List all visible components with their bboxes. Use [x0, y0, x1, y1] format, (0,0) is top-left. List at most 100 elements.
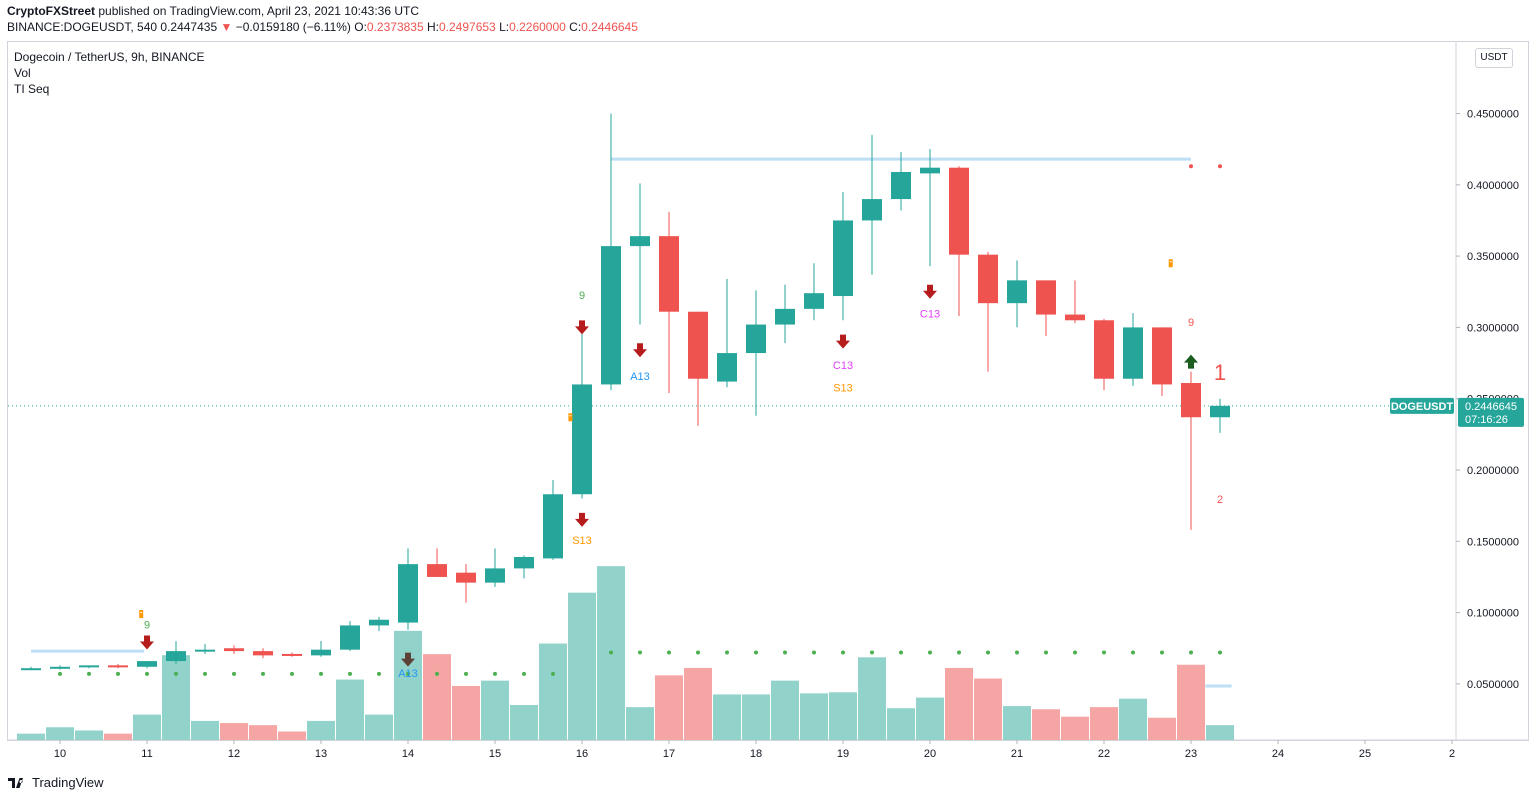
bullish-candle: [311, 649, 331, 656]
volume-bar: [771, 680, 799, 740]
volume-bar: [539, 643, 567, 740]
x-tick-label: 11: [141, 748, 152, 760]
y-tick-label: 0.2000000: [1467, 465, 1519, 477]
publish-date: published on TradingView.com, April 23, …: [95, 4, 419, 18]
high-value: 0.2497653: [439, 20, 496, 34]
x-tick-label: 10: [54, 748, 66, 760]
x-tick-label: 21: [1011, 748, 1023, 760]
volume-bar: [133, 714, 161, 740]
support-dot: [464, 671, 468, 676]
support-dot: [319, 671, 323, 676]
bullish-candle: [1210, 405, 1230, 418]
bullish-candle: [543, 494, 563, 559]
resist-dot: [1218, 164, 1222, 169]
support-dot: [1189, 650, 1193, 655]
support-dot: [812, 650, 816, 655]
legend-indicator[interactable]: TI Seq: [14, 82, 50, 96]
volume-bar: [1148, 717, 1176, 740]
support-dot: [638, 650, 642, 655]
volume-bar: [655, 675, 683, 740]
y-tick-label: 0.3000000: [1467, 322, 1519, 334]
support-dot: [290, 671, 294, 676]
volume-bar: [1119, 698, 1147, 740]
y-tick-label: 0.4000000: [1467, 180, 1519, 192]
support-dot: [348, 671, 352, 676]
support-dot: [435, 671, 439, 676]
bullish-candle: [775, 308, 795, 325]
bullish-candle: [485, 568, 505, 583]
td-sequential-label: A13: [630, 371, 650, 383]
legend-volume[interactable]: Vol: [14, 66, 31, 80]
td-sequential-label: A13: [398, 668, 418, 680]
x-tick-label: 12: [228, 748, 240, 760]
warning-icon: [568, 413, 573, 422]
bearish-candle: [949, 167, 969, 255]
support-dot: [232, 671, 236, 676]
volume-bar: [423, 654, 451, 740]
bearish-candle: [1181, 383, 1201, 418]
volume-bar: [1090, 707, 1118, 740]
support-dot: [986, 650, 990, 655]
volume-bar: [278, 731, 306, 740]
td-sequential-label: 9: [579, 290, 585, 302]
bullish-candle: [398, 564, 418, 623]
support-dot: [957, 650, 961, 655]
y-tick-label: 0.0500000: [1467, 679, 1519, 691]
warning-icon-mark: [1169, 261, 1172, 263]
chart-legend-title[interactable]: Dogecoin / TetherUS, 9h, BINANCE: [14, 50, 205, 64]
bullish-candle: [195, 649, 215, 652]
volume-bar: [220, 723, 248, 740]
symbol-tag-label: DOGEUSDT: [1391, 401, 1454, 413]
bearish-candle: [1152, 327, 1172, 385]
volume-bar: [394, 630, 422, 740]
buy-arrow-icon: [1184, 354, 1198, 369]
open-value: 0.2373835: [366, 20, 424, 34]
volume-bar: [713, 694, 741, 740]
bullish-candle: [137, 661, 157, 667]
ohlc-line: BINANCE:DOGEUSDT, 540 0.2447435 ▼ −0.015…: [7, 20, 638, 34]
current-price-tag: [1458, 397, 1524, 427]
support-dot: [725, 650, 729, 655]
support-dot: [145, 671, 149, 676]
tradingview-logo-icon: [8, 777, 23, 788]
bullish-candle: [601, 246, 621, 385]
td-sequential-label: S13: [572, 535, 592, 547]
y-tick-label: 0.1000000: [1467, 608, 1519, 620]
volume-bar: [510, 705, 538, 740]
bearish-candle: [659, 236, 679, 312]
bullish-candle: [79, 665, 99, 668]
support-dot: [1015, 650, 1019, 655]
x-tick-label: 15: [489, 748, 501, 760]
currency-unit-button[interactable]: USDT: [1475, 48, 1513, 68]
td-sequential-label: C13: [920, 308, 940, 320]
support-dot: [1102, 650, 1106, 655]
bearish-candle: [688, 311, 708, 379]
bar-countdown-label: 07:16:26: [1465, 414, 1508, 426]
bearish-candle: [978, 254, 998, 304]
sell-arrow-icon: [923, 284, 937, 299]
bearish-candle: [456, 572, 476, 583]
bullish-candle: [804, 293, 824, 309]
price-change: −0.0159180 (−6.11%): [235, 20, 351, 34]
support-dot: [928, 650, 932, 655]
td-sequential-label: C13: [833, 360, 853, 372]
high-label: H:: [427, 20, 439, 34]
volume-bar: [945, 667, 973, 740]
support-dot: [754, 650, 758, 655]
volume-bar: [46, 727, 74, 740]
sell-arrow-icon: [140, 635, 154, 650]
x-tick-label: 24: [1272, 748, 1284, 760]
support-dot: [551, 671, 555, 676]
x-tick-label: 22: [1098, 748, 1110, 760]
support-dot: [899, 650, 903, 655]
support-dot: [377, 671, 381, 676]
volume-bar: [916, 697, 944, 740]
support-dot: [1073, 650, 1077, 655]
bearish-candle: [108, 665, 128, 668]
volume-bar: [742, 694, 770, 740]
y-tick-label: 0.1500000: [1467, 536, 1519, 548]
volume-bar: [104, 733, 132, 740]
change-down-icon: ▼: [220, 20, 233, 34]
bullish-candle: [572, 384, 592, 495]
